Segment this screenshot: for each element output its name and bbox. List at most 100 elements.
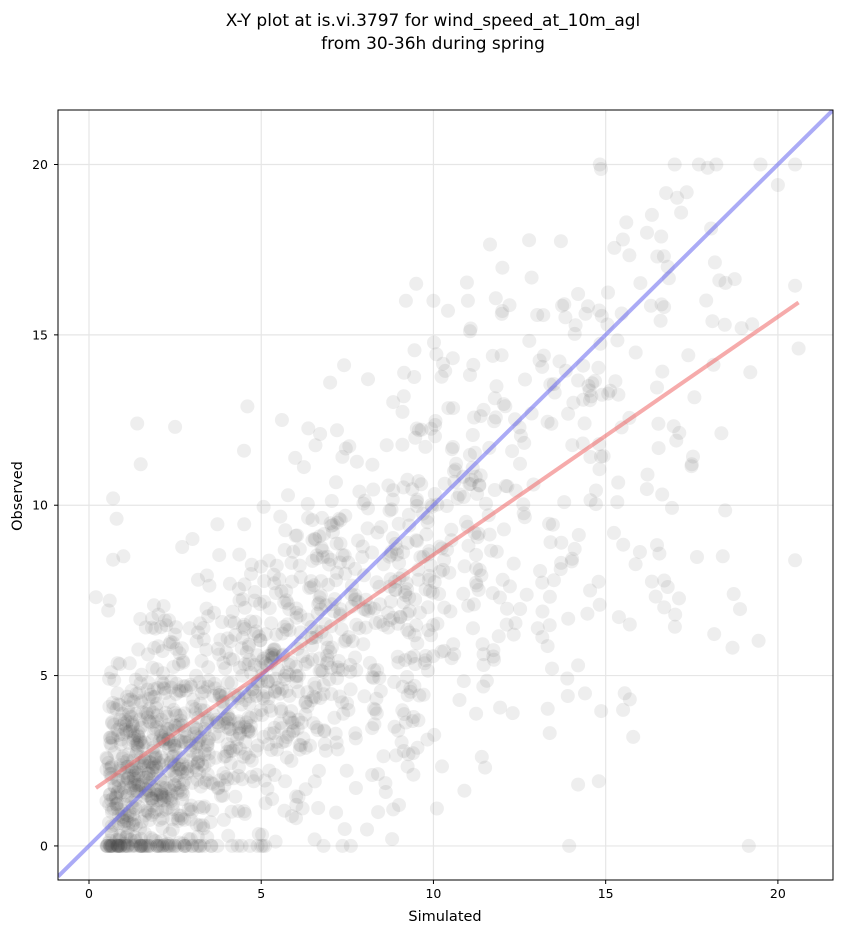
- scatter-point: [314, 663, 329, 678]
- scatter-point: [571, 287, 586, 301]
- scatter-point: [246, 774, 261, 789]
- scatter-point: [368, 702, 383, 717]
- scatter-point: [532, 353, 547, 368]
- scatter-point: [145, 763, 159, 778]
- scatter-point: [300, 497, 315, 511]
- scatter-point: [152, 812, 167, 827]
- scatter-point: [237, 806, 252, 821]
- scatter-point: [158, 685, 173, 700]
- scatter-point: [466, 621, 480, 636]
- scatter-point: [476, 402, 491, 417]
- scatter-point: [727, 272, 742, 287]
- scatter-point: [446, 637, 461, 652]
- scatter-point: [429, 347, 444, 362]
- scatter-point: [313, 427, 328, 441]
- scatter-point: [533, 564, 548, 578]
- scatter-point: [366, 482, 381, 497]
- scatter-point: [155, 790, 170, 805]
- scatter-point: [120, 838, 135, 853]
- scatter-point: [348, 561, 363, 576]
- scatter-point: [400, 582, 415, 597]
- scatter-point: [196, 821, 211, 836]
- scatter-point: [266, 567, 281, 582]
- scatter-point: [476, 647, 491, 662]
- scatter-point: [262, 553, 276, 568]
- scatter-point: [292, 542, 307, 557]
- scatter-point: [382, 503, 397, 518]
- scatter-point: [130, 728, 145, 743]
- scatter-point: [212, 647, 227, 662]
- scatter-point: [307, 578, 321, 593]
- scatter-point: [400, 606, 415, 621]
- scatter-point: [466, 357, 481, 372]
- scatter-point: [168, 419, 183, 434]
- scatter-point: [494, 306, 509, 321]
- scatter-point: [193, 838, 208, 853]
- scatter-point: [201, 746, 216, 761]
- scatter-point: [371, 767, 385, 782]
- scatter-point: [401, 747, 416, 762]
- scatter-point: [505, 706, 520, 721]
- scatter-point: [199, 642, 214, 657]
- scatter-point: [123, 774, 138, 789]
- scatter-point: [705, 314, 720, 329]
- scatter-point: [119, 725, 134, 740]
- scatter-point: [384, 594, 398, 609]
- scatter-point: [699, 293, 714, 308]
- scatter-point: [167, 778, 182, 793]
- scatter-point: [594, 449, 608, 464]
- scatter-point: [471, 526, 486, 541]
- scatter-point: [237, 622, 252, 636]
- scatter-point: [610, 495, 625, 510]
- scatter-point: [457, 783, 472, 798]
- scatter-point: [745, 317, 760, 332]
- scatter-point: [330, 742, 345, 757]
- scatter-point: [162, 838, 177, 853]
- scatter-point: [474, 568, 489, 583]
- scatter-point: [122, 705, 137, 720]
- scatter-point: [536, 308, 551, 323]
- scatter-point: [261, 737, 276, 752]
- scatter-point: [487, 652, 501, 667]
- scatter-point: [126, 694, 141, 709]
- scatter-point: [406, 710, 421, 724]
- scatter-point: [113, 712, 128, 727]
- scatter-point: [105, 715, 120, 729]
- scatter-point: [542, 618, 557, 633]
- scatter-point: [247, 585, 262, 599]
- scatter-point: [296, 731, 311, 746]
- scatter-point: [204, 838, 219, 853]
- scatter-point: [444, 522, 459, 537]
- scatter-point: [488, 410, 503, 425]
- scatter-point: [333, 555, 347, 570]
- scatter-point: [124, 710, 139, 724]
- scatter-point: [165, 635, 180, 650]
- y-tick-label: 0: [40, 838, 48, 853]
- scatter-point: [243, 710, 258, 725]
- scatter-point: [394, 735, 409, 750]
- scatter-point: [314, 588, 328, 603]
- scatter-point: [407, 628, 422, 643]
- scatter-point: [371, 805, 386, 820]
- scatter-point: [197, 759, 212, 774]
- scatter-point: [131, 778, 145, 792]
- scatter-point: [668, 607, 683, 622]
- scatter-point: [447, 464, 461, 479]
- scatter-point: [101, 755, 116, 770]
- scatter-point: [456, 586, 471, 601]
- scatter-point: [142, 776, 157, 791]
- scatter-point: [308, 690, 323, 705]
- scatter-point: [223, 651, 237, 666]
- scatter-point: [145, 705, 160, 720]
- scatter-point: [407, 649, 421, 664]
- scatter-point: [542, 516, 557, 531]
- scatter-point: [445, 351, 460, 366]
- scatter-point: [126, 733, 141, 748]
- scatter-point: [251, 629, 266, 644]
- scatter-point: [241, 637, 256, 652]
- scatter-point: [333, 536, 348, 551]
- scatter-point: [102, 787, 117, 802]
- scatter-point: [102, 838, 117, 853]
- scatter-point: [285, 724, 300, 739]
- scatter-point: [207, 605, 221, 620]
